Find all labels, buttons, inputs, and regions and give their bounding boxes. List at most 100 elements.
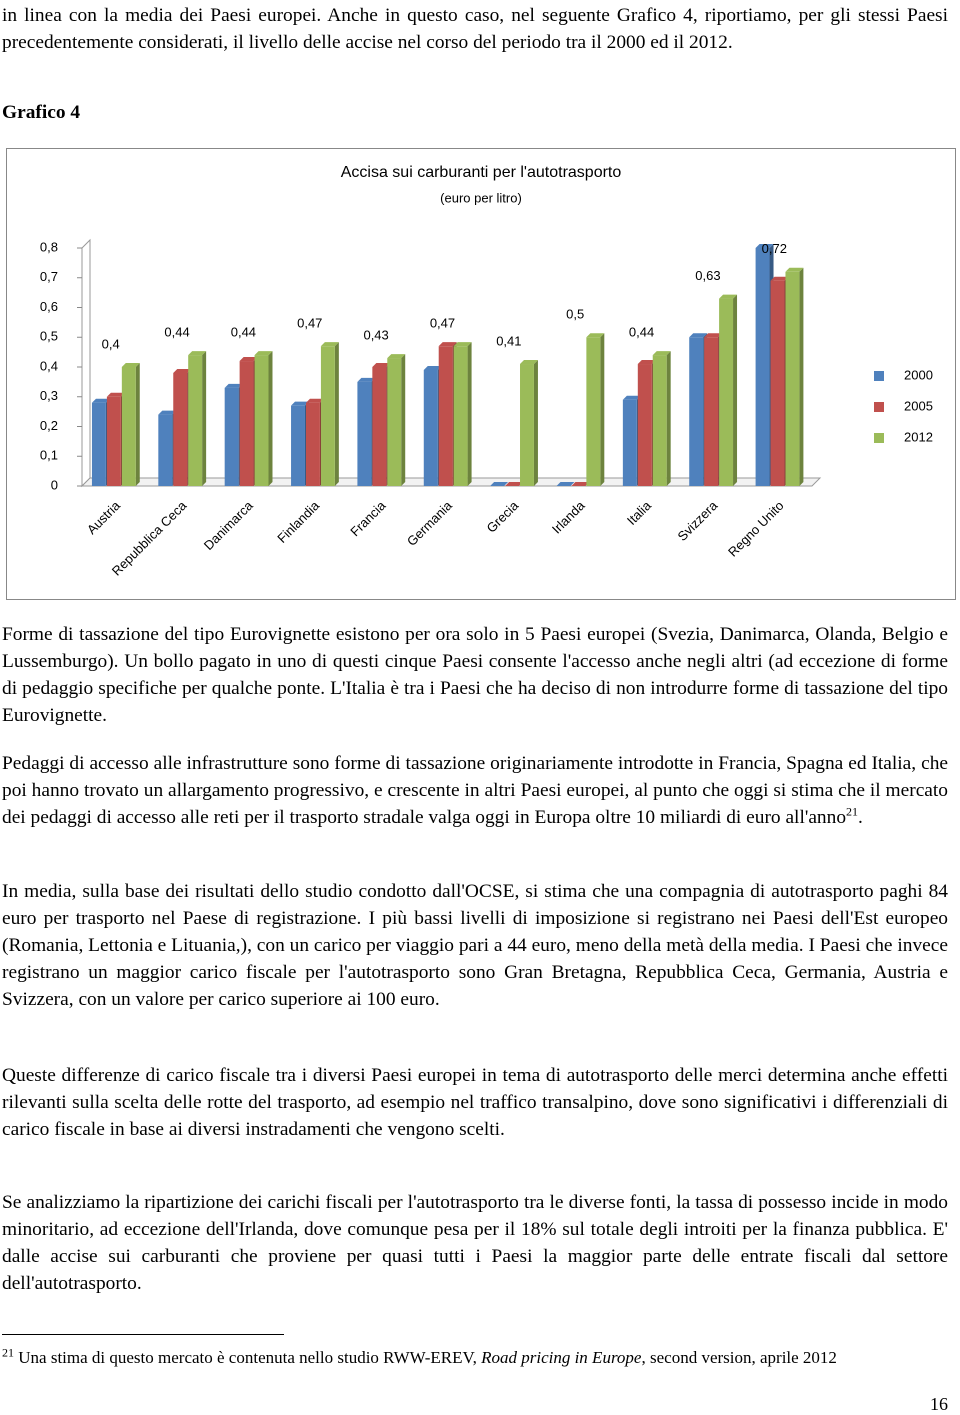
legend-swatch [874, 402, 884, 412]
data-label: 0,63 [695, 268, 720, 283]
bar-face [135, 363, 140, 486]
bar-face [188, 355, 203, 486]
data-label: 0,44 [629, 325, 654, 340]
bar [387, 354, 406, 486]
bar-face [91, 402, 106, 486]
bar-face [533, 360, 538, 486]
bar-face [387, 354, 406, 359]
bar [505, 482, 524, 486]
legend-label: 2005 [904, 398, 933, 413]
paragraph: In media, sulla base dei risultati dello… [2, 881, 948, 1010]
bar-face [453, 342, 472, 347]
bar-face [490, 482, 509, 486]
bar-face [239, 361, 254, 486]
bar-face [770, 280, 785, 486]
bar-face [254, 355, 269, 486]
bar-face [652, 355, 667, 486]
bar-face [586, 337, 601, 486]
bar-face [387, 358, 402, 486]
chart-subtitle: (euro per litro) [440, 190, 522, 205]
y-tick-label: 0,4 [40, 358, 58, 373]
bar-face [202, 351, 207, 486]
bar-face [755, 244, 774, 248]
bar-face [719, 298, 734, 486]
title: Road pricing in Europe [481, 1348, 642, 1367]
bar-face [401, 354, 406, 486]
bar-face [357, 381, 372, 486]
bar-face [268, 351, 273, 486]
bar-face [622, 399, 637, 486]
bar-face [357, 377, 376, 382]
caption: Grafico 4 [2, 102, 81, 123]
bar [490, 482, 509, 486]
bar-face [239, 357, 258, 362]
legend-label: 2000 [904, 367, 933, 382]
intro: in linea con la media dei Paesi europei.… [2, 5, 948, 53]
text: Pedaggi di accesso alle infrastrutture s… [2, 753, 948, 828]
bar-face [121, 363, 140, 367]
bar-face [755, 248, 770, 486]
bar-face [453, 346, 468, 486]
y-tick-label: 0,6 [40, 299, 58, 314]
y-tick-label: 0,5 [40, 329, 58, 344]
bar [785, 267, 804, 486]
bar-face [173, 368, 192, 373]
legend-label: 2012 [904, 429, 933, 444]
data-label: 0,47 [297, 316, 322, 331]
bar-face [637, 360, 656, 365]
bar-face [520, 360, 538, 365]
bar [556, 482, 575, 486]
bar-face [372, 367, 387, 486]
y-tick-label: 0,2 [40, 418, 58, 433]
bar [188, 351, 207, 486]
bar-face [305, 402, 320, 486]
text: , second version, aprile 2012 [641, 1348, 837, 1367]
bar-face [666, 351, 671, 486]
bar-face [600, 333, 605, 486]
bar-face [372, 363, 391, 367]
paragraph: Se analizziamo la ripartizione dei caric… [2, 1192, 948, 1294]
bar-face [520, 364, 534, 486]
bar-face [505, 482, 524, 486]
bar-face [224, 383, 243, 388]
bar-face [291, 405, 305, 486]
bar [254, 351, 273, 486]
bar-face [799, 267, 804, 486]
bar-face [785, 271, 800, 486]
bar [520, 360, 538, 486]
bar-face [652, 351, 671, 356]
paragraph: Queste differenze di carico fiscale tra … [2, 1065, 948, 1140]
bar-face [556, 482, 575, 486]
bar-face [637, 364, 652, 486]
bar-face [770, 276, 789, 281]
chart: Accisa sui carburanti per l'autotrasport… [6, 148, 956, 600]
paragraph: Forme di tassazione del tipo Eurovignett… [2, 624, 948, 726]
bar-face [571, 482, 590, 486]
bar-face [188, 351, 207, 356]
bar-face [438, 346, 453, 486]
footnote-rule [2, 1334, 284, 1335]
y-tick-label: 0,3 [40, 388, 58, 403]
bar-face [224, 387, 239, 486]
y-tick-label: 0,1 [40, 448, 58, 463]
y-tick-label: 0,8 [40, 239, 58, 254]
y-tick-label: 0,7 [40, 269, 58, 284]
bar-face [158, 414, 173, 486]
text: Una stima di questo mercato è contenuta … [18, 1348, 482, 1367]
bar-face [733, 294, 738, 486]
legend-swatch [874, 433, 884, 443]
bar [571, 482, 590, 486]
bar [320, 342, 339, 486]
paragraph: Pedaggi di accesso alle infrastrutture s… [2, 750, 948, 831]
data-label: 0,44 [231, 325, 256, 340]
data-label: 0,72 [762, 241, 787, 256]
bar-face [254, 351, 273, 356]
footnote-number: 21 [2, 1345, 14, 1360]
bar-face [689, 337, 704, 486]
bar-face [334, 342, 339, 486]
bar-face [689, 333, 708, 338]
bar-face [704, 333, 723, 338]
bar-face [121, 367, 136, 486]
data-label: 0,41 [496, 333, 521, 348]
